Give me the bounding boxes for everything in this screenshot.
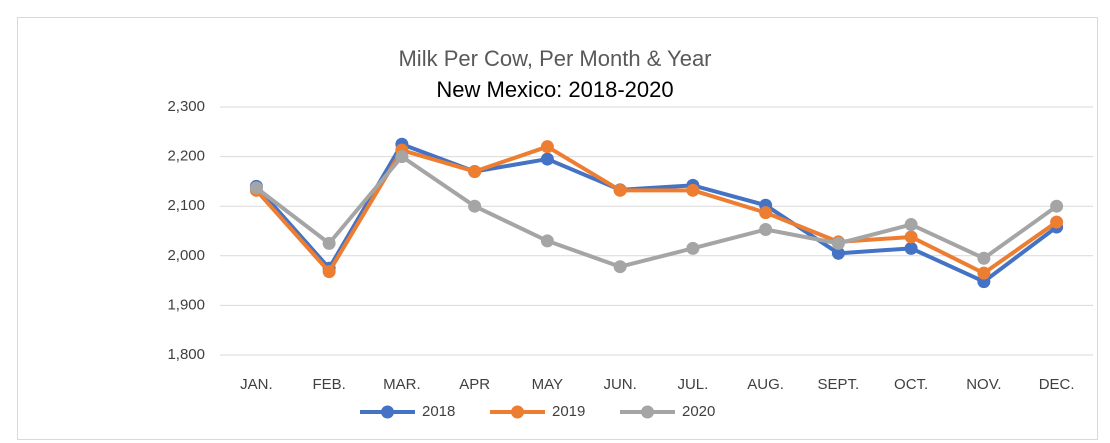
x-tick-label: NOV. — [966, 376, 1001, 393]
x-tick-label: JUL. — [677, 376, 708, 393]
x-tick-label: FEB. — [312, 376, 345, 393]
y-tick-label: 2,200 — [167, 148, 205, 165]
series-marker — [322, 236, 336, 250]
series-line — [255, 154, 1058, 269]
series-marker — [759, 223, 773, 237]
series-marker — [468, 164, 482, 178]
legend-marker — [641, 405, 654, 419]
series-marker — [1050, 199, 1064, 213]
series-line — [254, 142, 1058, 284]
y-tick-label: 2,300 — [167, 98, 205, 115]
series-marker — [831, 236, 845, 250]
series-marker — [977, 251, 991, 265]
series-marker — [686, 241, 700, 255]
series-marker — [759, 206, 773, 220]
series-marker — [831, 246, 845, 260]
series-marker — [904, 230, 918, 244]
y-tick-label: 2,000 — [167, 247, 205, 264]
series-marker — [540, 140, 554, 154]
x-tick-label: JAN. — [240, 376, 273, 393]
chart-subtitle: New Mexico: 2018-2020 — [436, 77, 673, 102]
series-marker — [904, 218, 918, 232]
chart-title: Milk Per Cow, Per Month & Year — [398, 46, 711, 71]
x-tick-label: MAR. — [383, 376, 421, 393]
x-tick-label: AUG. — [747, 376, 784, 393]
series-marker — [613, 183, 627, 197]
x-tick-label: DEC. — [1039, 376, 1075, 393]
series-marker — [540, 234, 554, 248]
series-marker — [613, 260, 627, 274]
series-marker — [977, 266, 991, 280]
x-tick-label: SEPT. — [818, 376, 860, 393]
x-tick-label: JUN. — [603, 376, 636, 393]
series-marker — [468, 199, 482, 213]
legend-label: 2020 — [682, 403, 715, 420]
y-tick-label: 1,900 — [167, 296, 205, 313]
series-marker — [686, 183, 700, 197]
legend-marker — [381, 405, 394, 419]
x-tick-label: MAY — [532, 376, 563, 393]
x-tick-label: OCT. — [894, 376, 928, 393]
series-marker — [395, 150, 409, 164]
series-marker — [1050, 215, 1064, 229]
legend-label: 2018 — [422, 403, 455, 420]
legend-label: 2019 — [552, 403, 585, 420]
series-marker — [540, 152, 554, 166]
legend-marker — [511, 405, 524, 419]
y-tick-label: 1,800 — [167, 346, 205, 363]
series-marker — [904, 241, 918, 255]
series-marker — [322, 265, 336, 279]
x-tick-label: APR — [459, 376, 490, 393]
series-marker — [249, 181, 263, 195]
y-tick-label: 2,100 — [167, 197, 205, 214]
